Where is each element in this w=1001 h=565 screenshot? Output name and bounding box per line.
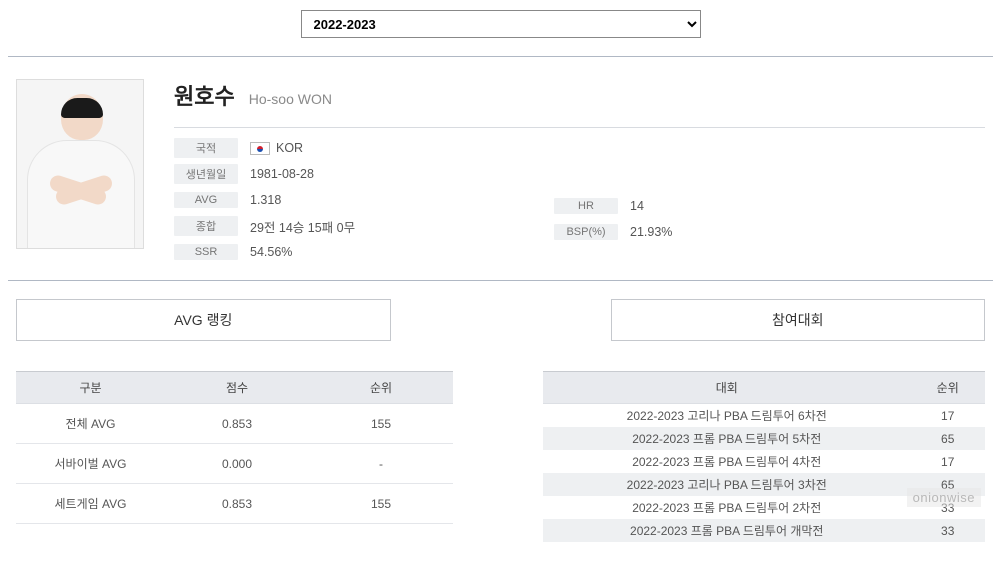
cell-rank: 17 xyxy=(910,404,985,428)
table-row[interactable]: 2022-2023 프롬 PBA 드림투어 2차전33 xyxy=(543,496,985,519)
label-ssr: SSR xyxy=(174,244,238,260)
avg-ranking-button[interactable]: AVG 랭킹 xyxy=(16,299,391,341)
cell-tournament[interactable]: 2022-2023 고리나 PBA 드림투어 6차전 xyxy=(543,404,910,428)
avg-value: 1.318 xyxy=(250,193,281,207)
table-row[interactable]: 2022-2023 고리나 PBA 드림투어 3차전65 xyxy=(543,473,985,496)
cell-tournament[interactable]: 2022-2023 프롬 PBA 드림투어 2차전 xyxy=(543,496,910,519)
table-row: 서바이벌 AVG0.000- xyxy=(16,444,453,484)
table-row[interactable]: 2022-2023 프롬 PBA 드림투어 개막전33 xyxy=(543,519,985,542)
cell-score: 0.853 xyxy=(165,404,309,444)
col-tournament: 대회 xyxy=(543,372,910,404)
player-profile: 원호수 Ho-soo WON 국적 KOR 생년월일 1981-08-28 AVG 1… xyxy=(8,79,993,280)
table-row[interactable]: 2022-2023 프롬 PBA 드림투어 4차전17 xyxy=(543,450,985,473)
player-name-en: Ho-soo WON xyxy=(249,91,332,107)
flag-kor-icon xyxy=(250,142,270,155)
cell-score: 0.000 xyxy=(165,444,309,484)
col-rank: 순위 xyxy=(309,372,453,404)
cell-category: 서바이벌 AVG xyxy=(16,444,165,484)
player-photo xyxy=(16,79,144,249)
col-category: 구분 xyxy=(16,372,165,404)
cell-category: 전체 AVG xyxy=(16,404,165,444)
bsp-value: 21.93% xyxy=(630,225,672,239)
table-row: 전체 AVG0.853155 xyxy=(16,404,453,444)
label-nationality: 국적 xyxy=(174,138,238,158)
label-birthdate: 생년월일 xyxy=(174,164,238,184)
tournaments-table: 대회 순위 2022-2023 고리나 PBA 드림투어 6차전172022-2… xyxy=(543,371,985,542)
ssr-value: 54.56% xyxy=(250,245,292,259)
cell-rank: 155 xyxy=(309,404,453,444)
season-select[interactable]: 2022-2023 xyxy=(301,10,701,38)
cell-rank: 65 xyxy=(910,427,985,450)
cell-rank: 65 xyxy=(910,473,985,496)
cell-score: 0.853 xyxy=(165,484,309,524)
divider xyxy=(8,56,993,57)
label-total: 종합 xyxy=(174,216,238,236)
cell-rank: 155 xyxy=(309,484,453,524)
cell-tournament[interactable]: 2022-2023 프롬 PBA 드림투어 5차전 xyxy=(543,427,910,450)
cell-tournament[interactable]: 2022-2023 프롬 PBA 드림투어 개막전 xyxy=(543,519,910,542)
table-row[interactable]: 2022-2023 프롬 PBA 드림투어 5차전65 xyxy=(543,427,985,450)
cell-rank: 33 xyxy=(910,519,985,542)
cell-rank: - xyxy=(309,444,453,484)
col-score: 점수 xyxy=(165,372,309,404)
label-avg: AVG xyxy=(174,192,238,208)
tournaments-button[interactable]: 참여대회 xyxy=(611,299,986,341)
label-hr: HR xyxy=(554,198,618,214)
cell-tournament[interactable]: 2022-2023 프롬 PBA 드림투어 4차전 xyxy=(543,450,910,473)
table-row: 세트게임 AVG0.853155 xyxy=(16,484,453,524)
birthdate-value: 1981-08-28 xyxy=(250,167,314,181)
col-rank: 순위 xyxy=(910,372,985,404)
divider xyxy=(174,127,985,128)
table-row[interactable]: 2022-2023 고리나 PBA 드림투어 6차전17 xyxy=(543,404,985,428)
cell-category: 세트게임 AVG xyxy=(16,484,165,524)
player-name-kr: 원호수 xyxy=(174,79,235,111)
avg-table: 구분 점수 순위 전체 AVG0.853155서바이벌 AVG0.000-세트게… xyxy=(16,371,453,524)
cell-rank: 33 xyxy=(910,496,985,519)
cell-tournament[interactable]: 2022-2023 고리나 PBA 드림투어 3차전 xyxy=(543,473,910,496)
total-value: 29전 14승 15패 0무 xyxy=(250,217,355,236)
hr-value: 14 xyxy=(630,199,644,213)
label-bsp: BSP(%) xyxy=(554,224,618,240)
divider xyxy=(8,280,993,281)
nationality-value: KOR xyxy=(276,141,303,155)
cell-rank: 17 xyxy=(910,450,985,473)
